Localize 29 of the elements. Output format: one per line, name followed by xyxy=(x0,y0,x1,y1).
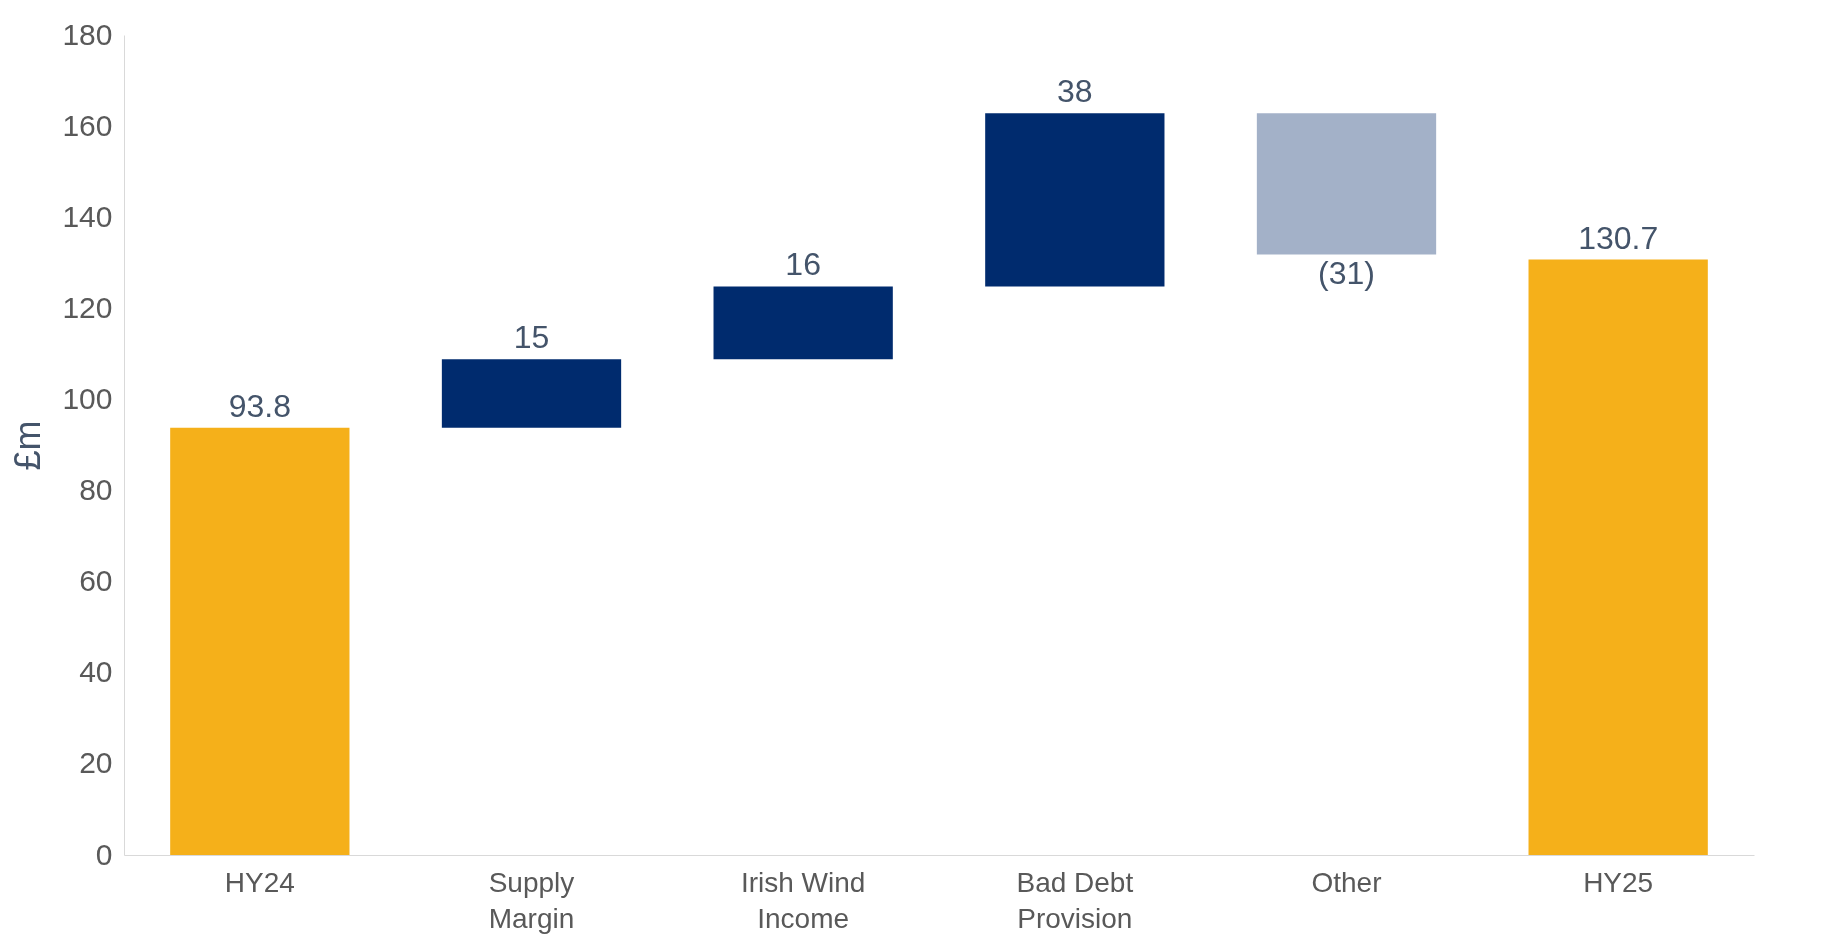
data-label: 93.8 xyxy=(228,387,291,424)
y-tick-label: 20 xyxy=(79,746,113,780)
y-tick-label: 120 xyxy=(62,290,113,324)
y-tick-label: 180 xyxy=(62,17,113,51)
y-axis-title: £m xyxy=(7,420,49,471)
x-tick-label: HY25 xyxy=(1583,866,1654,898)
y-tick-label: 0 xyxy=(95,837,113,871)
y-tick-label: 40 xyxy=(79,655,113,689)
x-tick-label: Other xyxy=(1311,866,1382,898)
bar xyxy=(170,427,350,855)
bar xyxy=(441,359,622,428)
y-tick-label: 160 xyxy=(62,108,113,142)
bar xyxy=(985,113,1165,287)
bar xyxy=(1256,113,1437,255)
x-tick-label: HY24 xyxy=(224,866,295,898)
data-label: 16 xyxy=(785,246,821,283)
y-tick-label: 60 xyxy=(79,564,113,598)
y-tick-label: 100 xyxy=(62,381,113,415)
x-tick-label: Supply Margin xyxy=(488,866,575,934)
y-tick-label: 80 xyxy=(79,473,113,507)
x-tick-label: Irish Wind Income xyxy=(740,866,866,934)
data-label: 15 xyxy=(513,319,550,356)
x-tick-label: Bad Debt Provision xyxy=(1016,866,1134,934)
y-tick-label: 140 xyxy=(62,199,113,233)
bar xyxy=(1528,259,1708,855)
data-label: (31) xyxy=(1318,254,1375,291)
data-label: 38 xyxy=(1057,73,1093,110)
bar xyxy=(713,286,893,360)
data-label: 130.7 xyxy=(1578,219,1659,256)
